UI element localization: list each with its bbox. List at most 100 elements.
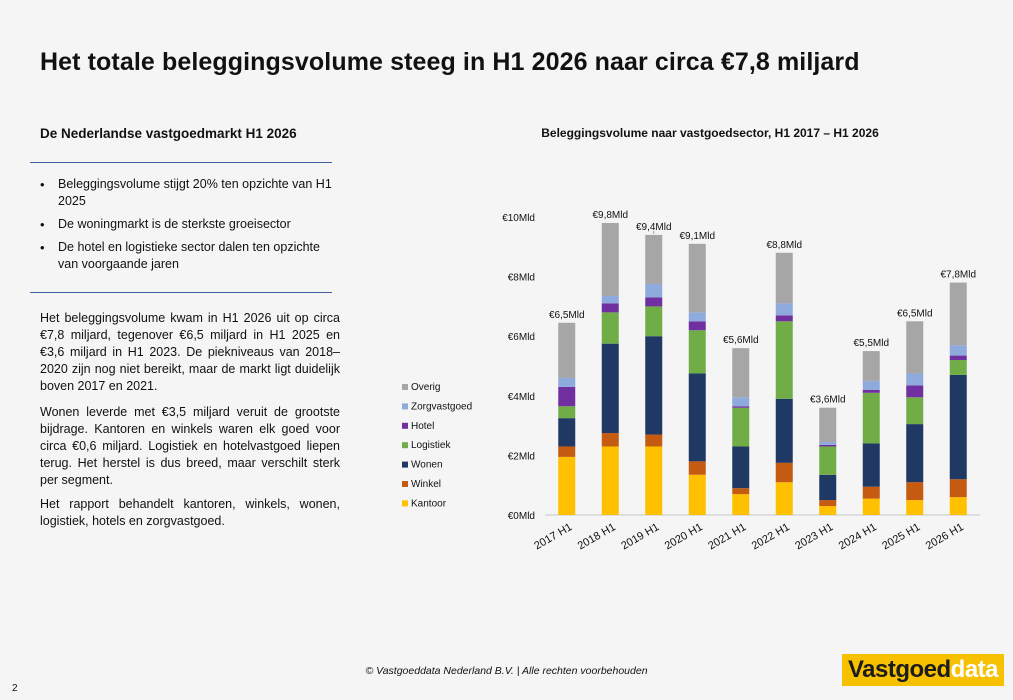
bar-segment-winkel bbox=[862, 486, 880, 499]
bar-segment-hotel bbox=[819, 444, 837, 447]
x-tick-label: 2026 H1 bbox=[924, 521, 966, 552]
chart-title: Beleggingsvolume naar vastgoedsector, H1… bbox=[541, 126, 879, 140]
bar-total-label: €6,5Mld bbox=[897, 308, 933, 319]
legend-label: Logistiek bbox=[411, 440, 451, 451]
bullet-list: Beleggingsvolume stijgt 20% ten opzichte… bbox=[40, 176, 340, 279]
bar-segment-wonen bbox=[558, 418, 576, 447]
bar-segment-zorgvastgoed bbox=[558, 377, 576, 387]
bar-segment-logistiek bbox=[949, 360, 967, 375]
bar-segment-hotel bbox=[949, 355, 967, 361]
bar-total-label: €8,8Mld bbox=[766, 240, 802, 251]
legend-swatch-kantoor bbox=[402, 500, 408, 507]
legend-swatch-logistiek bbox=[402, 442, 408, 449]
x-tick-label: 2023 H1 bbox=[793, 521, 835, 552]
bar-segment-winkel bbox=[775, 462, 793, 483]
x-tick-label: 2021 H1 bbox=[706, 521, 748, 552]
y-tick-label: €8Mld bbox=[508, 273, 535, 284]
x-tick-label: 2018 H1 bbox=[576, 521, 618, 552]
legend-label: Overig bbox=[411, 382, 440, 393]
bar-segment-winkel bbox=[949, 479, 967, 498]
bar-total-label: €5,5Mld bbox=[853, 338, 889, 349]
bar-total-label: €7,8Mld bbox=[940, 270, 976, 281]
paragraph-segments: Wonen leverde met €3,5 miljard veruit de… bbox=[40, 405, 340, 487]
bar-segment-winkel bbox=[906, 482, 924, 501]
bar-segment-winkel bbox=[558, 446, 576, 457]
bar-segment-logistiek bbox=[688, 330, 706, 374]
bar-total-label: €5,6Mld bbox=[723, 335, 759, 346]
bar-segment-kantoor bbox=[601, 446, 619, 515]
x-tick-label: 2022 H1 bbox=[750, 521, 792, 552]
bar-segment-kantoor bbox=[645, 446, 663, 515]
bar-segment-overig bbox=[732, 348, 750, 398]
stacked-bar-chart: €0Mld €2Mld €4Mld €6Mld €8Mld €10Mld €6,5Mld 20… bbox=[402, 210, 980, 552]
bar-segment-zorgvastgoed bbox=[645, 284, 663, 298]
divider-bottom bbox=[30, 292, 332, 293]
x-tick-label: 2020 H1 bbox=[663, 521, 705, 552]
bar-segment-logistiek bbox=[862, 392, 880, 444]
legend-swatch-wonen bbox=[402, 461, 408, 468]
bar-segment-winkel bbox=[732, 488, 750, 495]
legend-swatch-hotel bbox=[402, 422, 408, 429]
bar-segment-hotel bbox=[688, 321, 706, 331]
bar-segment-hotel bbox=[775, 315, 793, 322]
x-tick-label: 2017 H1 bbox=[532, 521, 574, 552]
bar-segment-kantoor bbox=[819, 506, 837, 515]
bar-segment-hotel bbox=[906, 385, 924, 398]
bullet-item: De woningmarkt is de sterkste groeisecto… bbox=[40, 216, 340, 233]
x-tick-label: 2024 H1 bbox=[837, 521, 879, 552]
bar-segment-zorgvastgoed bbox=[949, 345, 967, 356]
bar-segment-winkel bbox=[601, 433, 619, 447]
bar-segment-kantoor bbox=[688, 474, 706, 515]
bar-segment-kantoor bbox=[906, 500, 924, 515]
y-tick-label: €0Mld bbox=[508, 511, 535, 522]
legend-label: Zorgvastgoed bbox=[411, 401, 472, 412]
bar-segment-logistiek bbox=[819, 446, 837, 475]
x-tick-label: 2025 H1 bbox=[880, 521, 922, 552]
bar-segment-hotel bbox=[645, 297, 663, 307]
logo-text-vastgoed: Vastgoed bbox=[847, 656, 951, 683]
bar-total-label: €6,5Mld bbox=[549, 310, 585, 321]
legend-label: Hotel bbox=[411, 421, 434, 432]
bar-segment-wonen bbox=[601, 343, 619, 434]
bar-segment-winkel bbox=[688, 461, 706, 475]
legend-label: Winkel bbox=[411, 479, 441, 490]
logo-text-data: data bbox=[950, 656, 999, 683]
paragraph-scope: Het rapport behandelt kantoren, winkels,… bbox=[40, 497, 340, 528]
bar-segment-overig bbox=[601, 222, 619, 296]
bar-segment-logistiek bbox=[775, 321, 793, 399]
page-number: 2 bbox=[12, 683, 18, 694]
bar-segment-overig bbox=[558, 322, 576, 378]
bar-segment-zorgvastgoed bbox=[862, 380, 880, 390]
bar-segment-kantoor bbox=[862, 498, 880, 515]
bar-segment-logistiek bbox=[906, 397, 924, 425]
y-tick-label: €6Mld bbox=[508, 332, 535, 343]
bar-segment-kantoor bbox=[732, 494, 750, 515]
bar-segment-wonen bbox=[949, 374, 967, 480]
legend-swatch-overig bbox=[402, 384, 408, 390]
bar-segment-wonen bbox=[645, 336, 663, 435]
bar-segment-zorgvastgoed bbox=[688, 312, 706, 322]
bar-segment-kantoor bbox=[775, 482, 793, 515]
footer-copyright: © Vastgoeddata Nederland B.V. | Alle rec… bbox=[365, 665, 648, 677]
bar-segment-overig bbox=[688, 243, 706, 313]
bar-total-label: €9,1Mld bbox=[679, 231, 715, 242]
bar-segment-hotel bbox=[862, 389, 880, 393]
bar-segment-winkel bbox=[645, 434, 663, 447]
legend-label: Kantoor bbox=[411, 498, 447, 509]
bar-segment-kantoor bbox=[949, 497, 967, 515]
y-tick-label: €4Mld bbox=[508, 392, 535, 403]
bar-segment-zorgvastgoed bbox=[732, 397, 750, 407]
section-heading: De Nederlandse vastgoedmarkt H1 2026 bbox=[40, 126, 297, 141]
bar-segment-overig bbox=[775, 252, 793, 304]
bar-segment-logistiek bbox=[601, 312, 619, 344]
bar-segment-wonen bbox=[688, 373, 706, 462]
bar-segment-overig bbox=[645, 234, 663, 285]
bar-segment-overig bbox=[906, 321, 924, 374]
bar-segment-kantoor bbox=[558, 456, 576, 515]
bar-segment-zorgvastgoed bbox=[601, 295, 619, 304]
bar-segment-logistiek bbox=[645, 306, 663, 337]
bullet-item: De hotel en logistieke sector dalen ten … bbox=[40, 239, 340, 273]
bar-segment-hotel bbox=[601, 303, 619, 313]
page-title: Het totale beleggingsvolume steeg in H1 … bbox=[40, 48, 860, 76]
legend-swatch-winkel bbox=[402, 481, 408, 487]
